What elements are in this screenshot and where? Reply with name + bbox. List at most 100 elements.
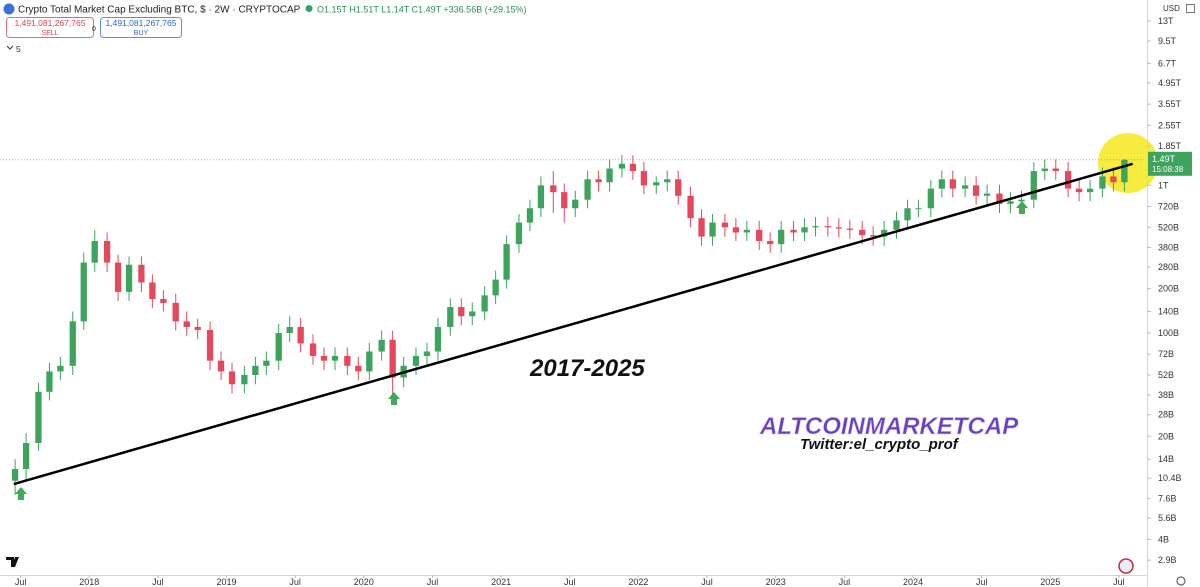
candle-body <box>778 229 785 245</box>
candle-body <box>904 208 911 221</box>
candle-body <box>241 375 248 385</box>
region-flag <box>1118 558 1134 574</box>
annotation-years: 2017-2025 <box>529 355 645 382</box>
candle-body <box>1110 176 1117 183</box>
candle-body <box>149 282 156 300</box>
candle-body <box>526 208 534 223</box>
candle-body <box>515 222 523 245</box>
candle-body <box>183 321 190 327</box>
indicators-toggle[interactable] <box>6 45 14 50</box>
candle-body <box>972 185 980 196</box>
y-tick-label: 1.85T <box>1158 141 1182 151</box>
indicator-count: 5 <box>16 44 21 54</box>
y-tick-label: 140B <box>1158 306 1179 316</box>
candle-body <box>859 229 866 236</box>
candle-body <box>653 182 660 186</box>
chart-title: Crypto Total Market Cap Excluding BTC, $… <box>18 5 301 16</box>
currency: USD <box>1163 4 1180 13</box>
candle-body <box>996 193 1003 204</box>
candle-body <box>275 333 282 361</box>
x-tick-label: 2022 <box>628 577 648 587</box>
y-tick-label: 720B <box>1158 201 1179 211</box>
sell-button[interactable] <box>6 17 94 38</box>
y-tick-label: 280B <box>1158 262 1179 272</box>
y-tick-label: 7.6B <box>1158 493 1177 503</box>
buy-label: BUY <box>134 30 149 37</box>
candle-body <box>263 360 270 366</box>
candle-body <box>767 241 774 245</box>
scale-lock[interactable] <box>1186 4 1195 13</box>
x-tick-label: 2020 <box>354 577 374 587</box>
candle-body <box>835 227 842 229</box>
x-tick-label: Jul <box>427 577 439 587</box>
candle-body <box>675 179 682 196</box>
annotation-brand: ALTCOINMARKETCAP <box>759 413 1019 440</box>
y-tick-label: 52B <box>1158 370 1174 380</box>
x-tick-label: Jul <box>701 577 713 587</box>
candle-body <box>172 302 179 322</box>
annotation-twitter: Twitter:el_crypto_prof <box>800 436 960 453</box>
candle-body <box>57 365 64 372</box>
candle-body <box>138 264 145 283</box>
x-tick-label: Jul <box>564 577 576 587</box>
y-tick-label: 38B <box>1158 390 1174 400</box>
settings-icon[interactable] <box>1176 576 1186 586</box>
y-tick-label: 520B <box>1158 222 1179 232</box>
candle-body <box>640 171 648 186</box>
candle-body <box>434 326 442 352</box>
y-tick-label: 4.95T <box>1158 78 1182 88</box>
candle-body <box>80 262 87 322</box>
buy-button[interactable] <box>100 17 182 38</box>
y-tick-label: 3.55T <box>1158 99 1182 109</box>
x-tick-label: 2021 <box>491 577 511 587</box>
x-tick-label: Jul <box>976 577 988 587</box>
candle-body <box>344 355 351 366</box>
candle-body <box>1121 159 1128 183</box>
candle-body <box>893 220 900 230</box>
x-tick-label: 2018 <box>79 577 99 587</box>
candle-body <box>160 299 167 303</box>
y-tick-label: 13T <box>1158 16 1174 26</box>
candle-body <box>1099 176 1106 189</box>
candle-body <box>949 179 956 189</box>
candle-body <box>550 185 557 193</box>
x-tick-label: Jul <box>1113 577 1125 587</box>
candle-body <box>698 218 705 237</box>
candle-body <box>69 321 76 366</box>
up-arrow <box>15 487 27 500</box>
candle-body <box>537 185 545 209</box>
trendline <box>13 162 1133 486</box>
y-tick-label: 2.9B <box>1158 555 1177 565</box>
candle-body <box>11 469 19 481</box>
candle-body <box>1086 188 1094 193</box>
sell-label: SELL <box>41 30 58 37</box>
y-tick-label: 380B <box>1158 242 1179 252</box>
candle-body <box>756 229 763 242</box>
candle-body <box>22 443 30 470</box>
y-tick-label: 72B <box>1158 349 1174 359</box>
candle-body <box>355 365 362 372</box>
candle-body <box>687 195 694 219</box>
candle-body <box>1018 199 1025 202</box>
candle-body <box>217 360 225 372</box>
y-tick-label: 4B <box>1158 535 1169 545</box>
y-tick-label: 5.6B <box>1158 513 1177 523</box>
x-tick-label: Jul <box>152 577 164 587</box>
x-tick-label: 2024 <box>903 577 923 587</box>
candle-body <box>194 326 201 330</box>
candle-body <box>629 163 637 172</box>
candle-body <box>320 355 328 361</box>
x-tick-label: Jul <box>15 577 27 587</box>
candle-body <box>492 279 499 296</box>
candle-body <box>870 235 877 237</box>
y-tick-label: 2.55T <box>1158 120 1182 130</box>
symbol-icon <box>3 3 15 15</box>
candle-body <box>1007 201 1014 204</box>
candle-body <box>561 192 568 209</box>
candle-body <box>91 241 98 263</box>
up-arrow <box>388 392 400 405</box>
candle-body <box>743 229 751 233</box>
